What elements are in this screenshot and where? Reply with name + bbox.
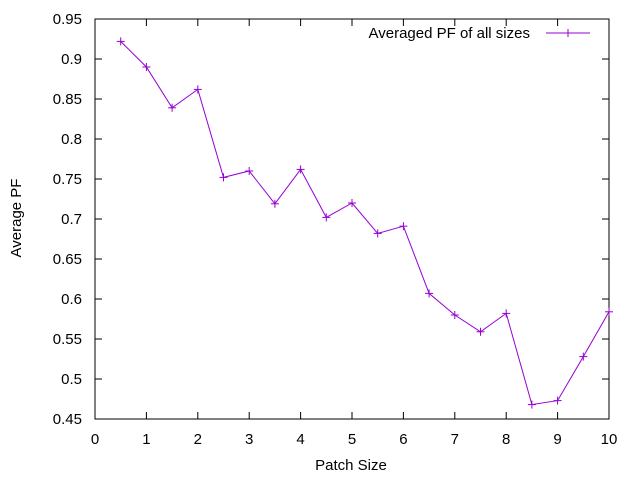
- data-point: [527, 400, 536, 409]
- tick-marks: [94, 18, 610, 420]
- y-tick-label: 0.5: [61, 371, 82, 388]
- data-point: [193, 85, 202, 94]
- data-point: [553, 396, 562, 405]
- legend-label: Averaged PF of all sizes: [369, 25, 530, 42]
- x-tick-label: 10: [601, 431, 618, 448]
- x-tick-label: 9: [553, 431, 561, 448]
- x-tick-label: 0: [91, 431, 99, 448]
- x-axis-label: Patch Size: [315, 457, 387, 474]
- data-point: [373, 229, 382, 238]
- data-point: [245, 167, 254, 175]
- plot-frame: [94, 18, 610, 420]
- x-tick-label: 8: [502, 431, 510, 448]
- y-tick-label: 0.45: [53, 411, 82, 428]
- data-point: [296, 165, 305, 174]
- data-point: [142, 63, 151, 71]
- y-tick-label: 0.85: [53, 91, 82, 108]
- series-layer: [116, 37, 613, 409]
- legend: Averaged PF of all sizes: [369, 25, 590, 42]
- y-tick-label: 0.7: [61, 211, 82, 228]
- data-point: [425, 289, 434, 298]
- data-point: [476, 327, 485, 336]
- data-point: [348, 199, 356, 207]
- data-point: [399, 222, 408, 231]
- data-point: [579, 352, 588, 361]
- y-tick-labels: 0.45 0.5 0.55 0.6 0.65 0.7 0.75 0.8 0.85 0.9 0.95: [53, 11, 82, 428]
- data-point: [116, 37, 125, 46]
- series-line: [120, 41, 610, 406]
- x-tick-label: 3: [245, 431, 253, 448]
- x-tick-label: 7: [451, 431, 459, 448]
- y-tick-label: 0.55: [53, 331, 82, 348]
- y-tick-label: 0.75: [53, 171, 82, 188]
- x-tick-label: 1: [142, 431, 150, 448]
- data-point: [270, 199, 279, 208]
- x-tick-label: 4: [296, 431, 304, 448]
- data-point: [168, 103, 177, 112]
- data-point: [322, 213, 331, 222]
- y-tick-label: 0.8: [61, 131, 82, 148]
- data-point: [219, 173, 228, 182]
- y-tick-label: 0.6: [61, 291, 82, 308]
- legend-marker: [564, 29, 572, 37]
- y-tick-label: 0.95: [53, 11, 82, 28]
- y-axis-label: Average PF: [8, 179, 25, 258]
- axes: [94, 18, 610, 420]
- data-point: [502, 309, 511, 318]
- x-tick-label: 2: [194, 431, 202, 448]
- data-point: [605, 307, 613, 316]
- y-tick-label: 0.9: [61, 51, 82, 68]
- x-tick-label: 6: [399, 431, 407, 448]
- y-tick-label: 0.65: [53, 251, 82, 268]
- x-tick-label: 5: [348, 431, 356, 448]
- x-tick-labels: 0 1 2 3 4 5 6 7 8 9 10: [91, 431, 618, 448]
- data-point: [450, 311, 459, 319]
